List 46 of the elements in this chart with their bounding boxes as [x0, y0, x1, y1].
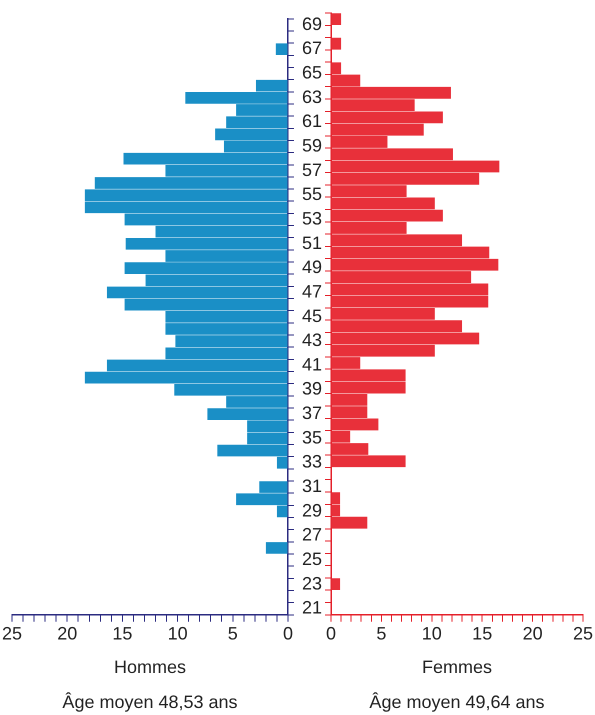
x-tick-label: 5	[376, 624, 386, 644]
bar	[332, 13, 342, 26]
x-tick-label: 0	[326, 624, 336, 644]
y-tick-label: 57	[302, 160, 322, 180]
bar	[276, 43, 288, 56]
y-tick-label: 65	[302, 62, 322, 83]
y-tick-label: 43	[302, 330, 322, 350]
y-tick-label: 49	[302, 257, 322, 278]
y-tick-label: 33	[302, 452, 322, 472]
x-axis-title: Femmes	[422, 657, 492, 678]
y-tick-label: 61	[302, 111, 322, 132]
y-tick-label: 25	[302, 549, 322, 570]
x-tick-label: 15	[472, 624, 492, 644]
y-tick-label: 39	[302, 378, 322, 399]
x-tick-label: 10	[168, 624, 188, 644]
x-tick-label: 25	[572, 624, 594, 644]
y-tick-label: 59	[302, 135, 322, 156]
y-tick-label: 21	[302, 598, 322, 618]
y-tick-label: 45	[302, 306, 322, 326]
x-tick-label: 25	[2, 624, 22, 644]
bar	[266, 542, 288, 554]
text: Âge moyen 49,64 ans	[369, 692, 545, 712]
y-tick-label: 53	[302, 208, 322, 228]
y-tick-label: 27	[302, 524, 322, 545]
x-tick-label: 5	[228, 624, 238, 644]
y-tick-label: 23	[302, 573, 322, 594]
x-axis-title: Hommes	[114, 657, 186, 678]
y-tick-label: 69	[302, 14, 322, 34]
y-tick-label: 35	[302, 427, 322, 448]
y-tick-label: 29	[302, 500, 322, 520]
y-tick-label: 67	[302, 38, 322, 58]
y-tick-label: 55	[302, 184, 322, 204]
x-tick-label: 0	[282, 624, 293, 644]
x-tick-label: 20	[522, 624, 543, 644]
x-tick-label: 15	[112, 624, 132, 644]
bar	[332, 578, 340, 590]
bar	[332, 38, 342, 50]
y-tick-label: 47	[302, 281, 322, 302]
x-tick-label: 20	[57, 624, 78, 644]
y-tick-label: 51	[302, 232, 322, 253]
x-tick-label: 10	[422, 624, 442, 644]
y-tick-label: 31	[302, 476, 322, 496]
y-tick-label: 41	[302, 354, 322, 374]
text: Âge moyen 48,53 ans	[62, 692, 238, 712]
y-tick-label: 37	[302, 403, 322, 424]
y-tick-label: 63	[302, 86, 322, 107]
